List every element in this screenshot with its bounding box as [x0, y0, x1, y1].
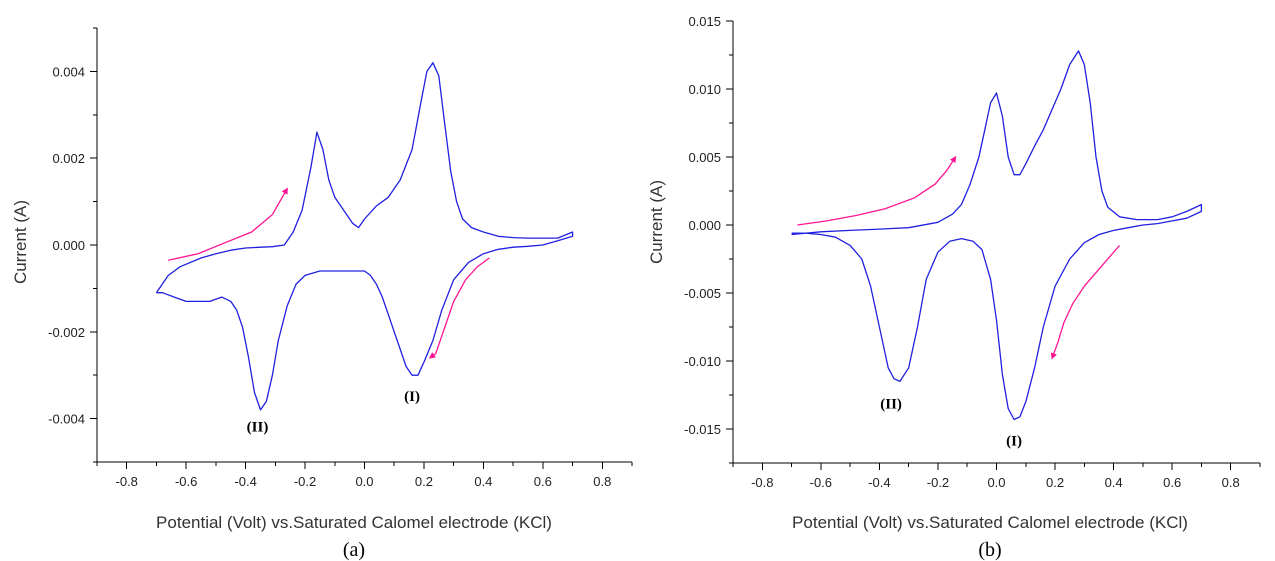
y-tick-label: 0.002 [52, 151, 85, 166]
panel-b-y-axis-title: Current (A) [647, 180, 666, 264]
cv-curve [155, 62, 574, 411]
panel-b-peak-label-i: (I) [1006, 433, 1022, 449]
x-tick-label: 0.2 [415, 474, 433, 489]
panel-a-data [155, 62, 574, 411]
panel-b-caption: (b) [978, 539, 1001, 561]
x-tick-label: 0.8 [1222, 475, 1240, 490]
x-tick-label: -0.2 [294, 474, 316, 489]
panel-a-x-axis-title: Potential (Volt) vs.Saturated Calomel el… [156, 513, 552, 532]
y-tick-label: 0.015 [688, 14, 721, 29]
y-tick-label: -0.015 [684, 422, 721, 437]
x-tick-label: 0.0 [355, 474, 373, 489]
panel-a-axes: -0.8 -0.6 -0.4 -0.2 0.0 0.2 0.4 0.6 0.8 -0.004 -0.… [48, 27, 633, 489]
x-tick-label: -0.4 [868, 475, 890, 490]
x-tick-label: 0.4 [474, 474, 492, 489]
panel-a: -0.8 -0.6 -0.4 -0.2 0.0 0.2 0.4 0.6 0.8 -0.004 -0.… [11, 27, 633, 561]
panel-b: -0.8 -0.6 -0.4 -0.2 0.0 0.2 0.4 0.6 0.8 -0.015 -0.… [647, 14, 1261, 561]
scan-direction-arrow [428, 257, 490, 359]
y-tick-label: -0.004 [48, 412, 85, 427]
y-tick-label: -0.002 [48, 325, 85, 340]
panel-a-peak-label-i: (I) [404, 389, 420, 405]
x-tick-label: -0.8 [751, 475, 773, 490]
x-tick-label: 0.6 [534, 474, 552, 489]
panel-a-caption: (a) [343, 539, 365, 561]
scan-direction-arrow [168, 187, 288, 261]
y-tick-label: 0.010 [688, 82, 721, 97]
y-tick-label: 0.004 [52, 64, 85, 79]
x-tick-label: 0.6 [1163, 475, 1181, 490]
x-tick-label: -0.6 [175, 474, 197, 489]
x-tick-label: 0.8 [593, 474, 611, 489]
x-tick-label: 0.0 [987, 475, 1005, 490]
x-tick-label: -0.2 [927, 475, 949, 490]
x-tick-label: -0.8 [116, 474, 138, 489]
x-tick-label: -0.4 [234, 474, 256, 489]
x-tick-label: -0.6 [810, 475, 832, 490]
y-tick-label: 0.000 [52, 238, 85, 253]
scan-direction-arrow [1050, 244, 1120, 360]
panel-a-peak-label-ii: (II) [247, 420, 269, 436]
y-tick-label: -0.005 [684, 286, 721, 301]
panel-b-peak-label-ii: (II) [880, 397, 902, 413]
x-tick-label: 0.4 [1105, 475, 1123, 490]
y-tick-label: 0.000 [688, 218, 721, 233]
panel-a-y-axis-title: Current (A) [11, 200, 30, 284]
cv-curve [791, 50, 1203, 421]
panel-b-data [791, 50, 1203, 421]
panel-b-axes: -0.8 -0.6 -0.4 -0.2 0.0 0.2 0.4 0.6 0.8 -0.015 -0.… [684, 14, 1261, 490]
y-tick-label: 0.005 [688, 150, 721, 165]
y-tick-label: -0.010 [684, 354, 721, 369]
x-tick-label: 0.2 [1046, 475, 1064, 490]
scan-direction-arrow [797, 155, 957, 226]
panel-b-x-axis-title: Potential (Volt) vs.Saturated Calomel el… [792, 513, 1188, 532]
